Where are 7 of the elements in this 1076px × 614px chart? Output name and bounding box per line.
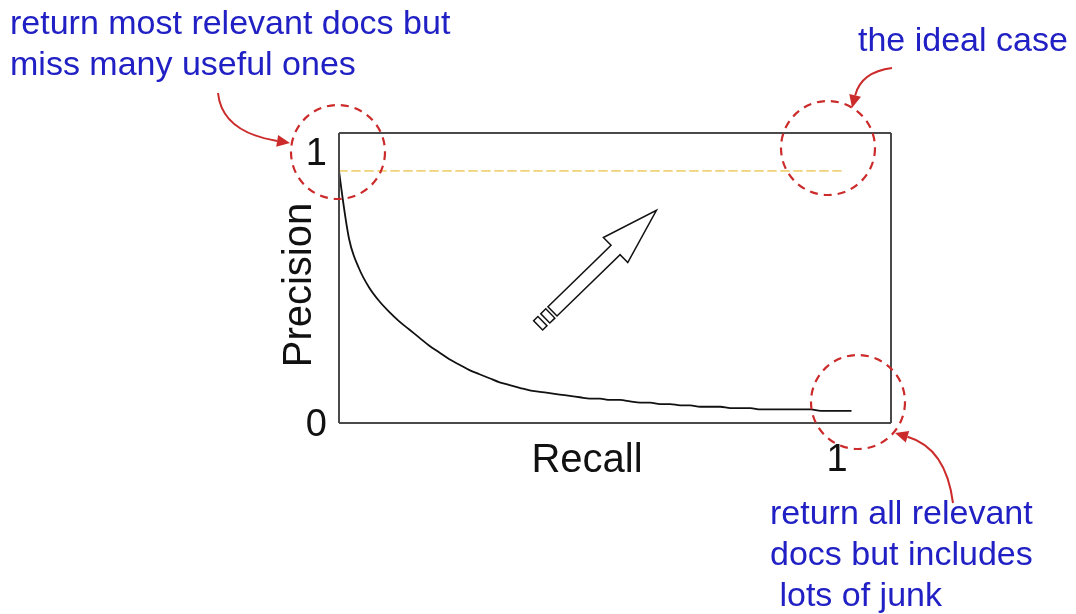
- text: return most relevant docs but miss many useful ones: [10, 2, 451, 84]
- text: return all relevant docs but includes lots of junk: [770, 492, 1033, 614]
- y-axis-title: Precision: [275, 202, 319, 368]
- text: 1: [826, 437, 848, 479]
- y-tick-label: 0: [305, 402, 327, 445]
- text: the ideal case: [858, 19, 1068, 60]
- x-axis-title: Recall: [531, 436, 643, 480]
